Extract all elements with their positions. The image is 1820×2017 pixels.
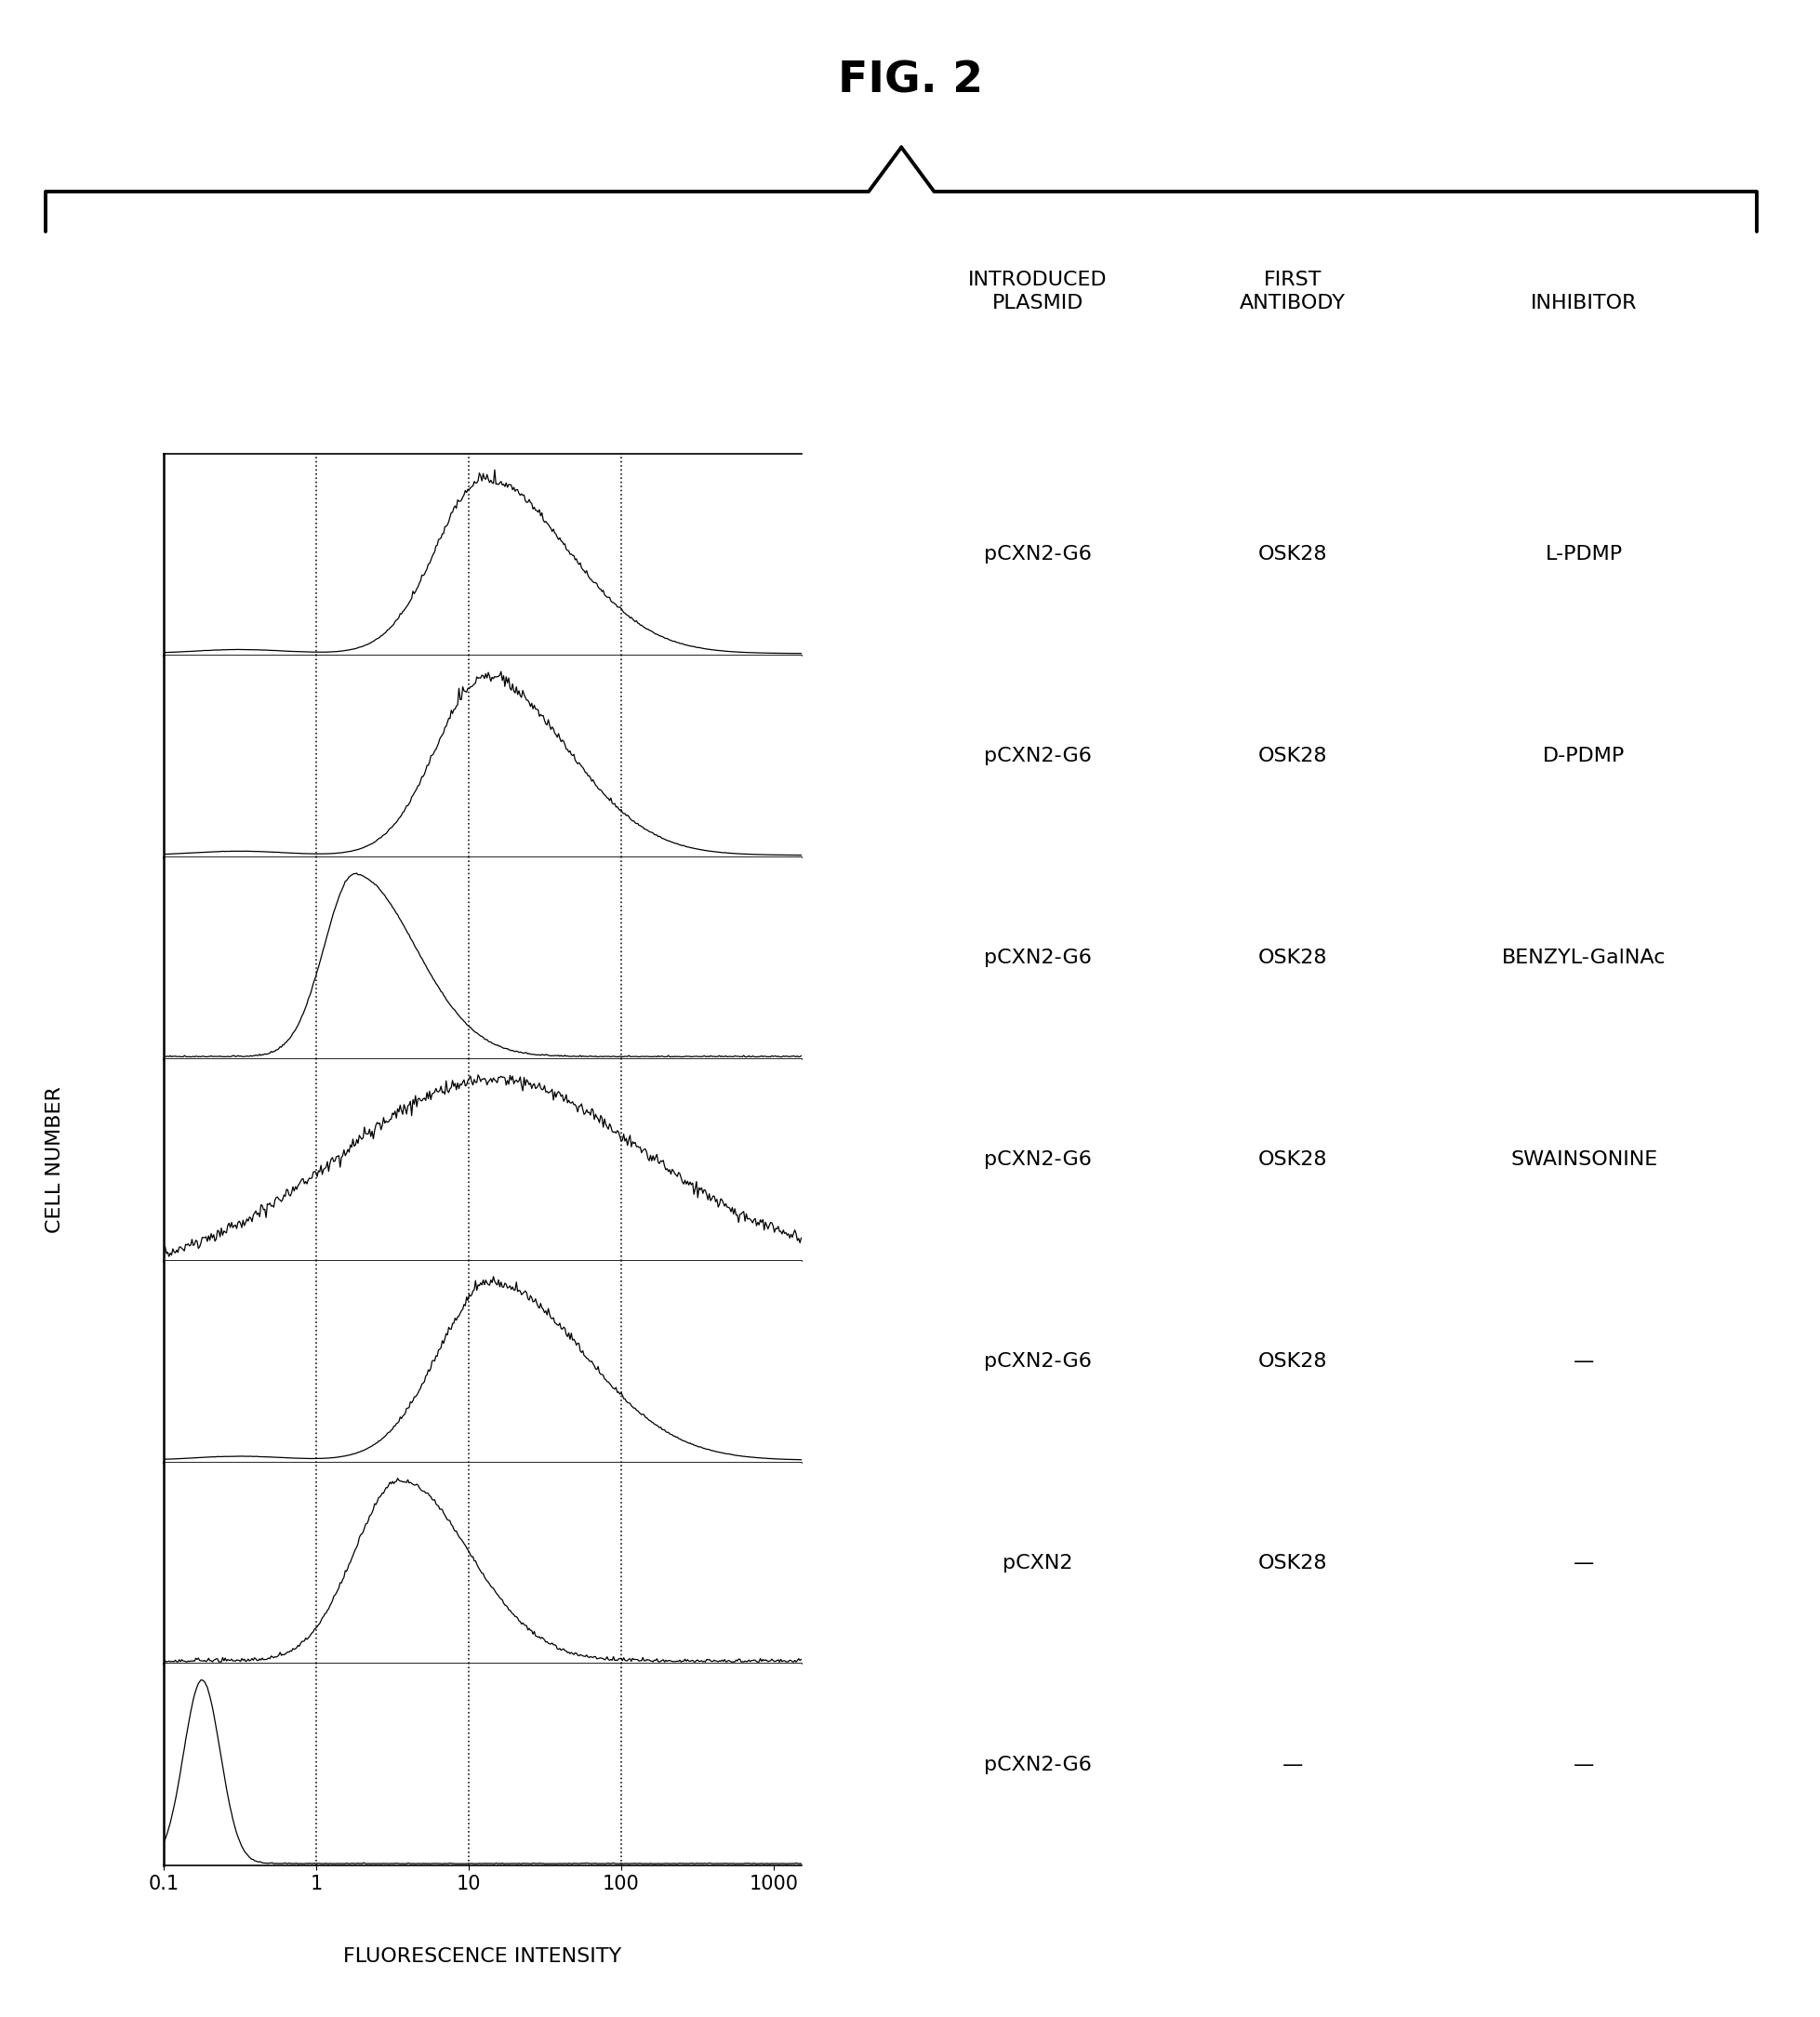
Text: pCXN2-G6: pCXN2-G6 [983, 1150, 1092, 1170]
Text: —: — [1572, 1553, 1594, 1573]
Text: SWAINSONINE: SWAINSONINE [1511, 1150, 1656, 1170]
Text: —: — [1281, 1755, 1303, 1775]
Text: —: — [1572, 1755, 1594, 1775]
Text: INTRODUCED
PLASMID: INTRODUCED PLASMID [968, 270, 1107, 313]
Text: pCXN2-G6: pCXN2-G6 [983, 1755, 1092, 1775]
Text: pCXN2-G6: pCXN2-G6 [983, 1351, 1092, 1372]
Text: BENZYL-GalNAc: BENZYL-GalNAc [1502, 948, 1665, 968]
Text: pCXN2: pCXN2 [1003, 1553, 1072, 1573]
Text: FLUORESCENCE INTENSITY: FLUORESCENCE INTENSITY [344, 1946, 621, 1967]
Text: OSK28: OSK28 [1258, 1553, 1327, 1573]
Text: OSK28: OSK28 [1258, 1150, 1327, 1170]
Text: L-PDMP: L-PDMP [1545, 545, 1622, 565]
Text: —: — [1572, 1351, 1594, 1372]
Text: CELL NUMBER: CELL NUMBER [46, 1087, 64, 1232]
Text: OSK28: OSK28 [1258, 1351, 1327, 1372]
Text: OSK28: OSK28 [1258, 948, 1327, 968]
Text: pCXN2-G6: pCXN2-G6 [983, 948, 1092, 968]
Text: pCXN2-G6: pCXN2-G6 [983, 746, 1092, 766]
Text: INHIBITOR: INHIBITOR [1531, 294, 1636, 313]
Text: OSK28: OSK28 [1258, 545, 1327, 565]
Text: FIRST
ANTIBODY: FIRST ANTIBODY [1239, 270, 1345, 313]
Text: FIG. 2: FIG. 2 [837, 61, 983, 101]
Text: D-PDMP: D-PDMP [1542, 746, 1625, 766]
Text: pCXN2-G6: pCXN2-G6 [983, 545, 1092, 565]
Text: OSK28: OSK28 [1258, 746, 1327, 766]
